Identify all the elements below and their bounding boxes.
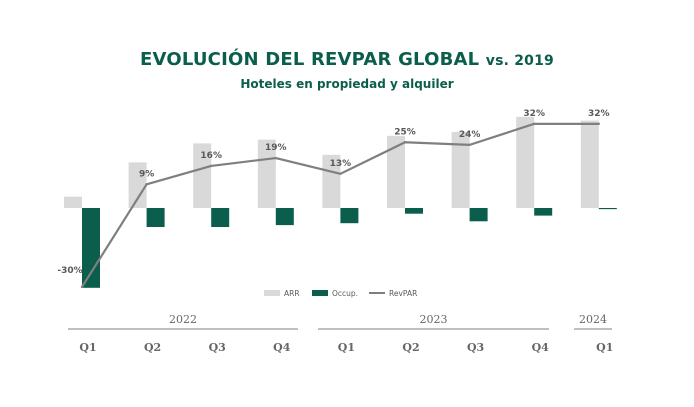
quarter-label-6: Q3	[467, 341, 484, 354]
data-label-2: 16%	[200, 151, 222, 161]
arr-bar-7	[516, 116, 535, 208]
revpar-point-4	[339, 172, 342, 176]
data-label-1: 9%	[139, 169, 154, 179]
revpar-point-1	[145, 183, 148, 186]
quarter-label-5: Q2	[402, 341, 419, 354]
arr-bar-4	[322, 154, 341, 208]
legend-swatch-0	[264, 290, 280, 296]
revpar-point-8	[597, 122, 600, 126]
quarter-label-2: Q3	[209, 341, 226, 354]
legend-label-2: RevPAR	[389, 289, 417, 298]
occ-bar-1	[146, 208, 165, 227]
arr-bar-5	[387, 135, 405, 208]
data-label-6: 24%	[459, 130, 481, 140]
arr-bar-8	[580, 120, 599, 208]
revpar-point-2	[210, 164, 213, 168]
legend-label-1: Occup.	[332, 289, 358, 298]
occ-bar-4	[340, 208, 359, 224]
quarter-label-0: Q1	[79, 341, 96, 354]
revpar-point-6	[468, 143, 471, 147]
data-label-3: 19%	[265, 143, 287, 153]
arr-bar-0	[64, 196, 82, 208]
quarter-label-1: Q2	[144, 341, 161, 354]
occ-bar-5	[405, 208, 423, 214]
legend-swatch-1	[312, 290, 328, 296]
quarter-label-3: Q4	[273, 341, 291, 354]
chart-subtitle: Hoteles en propiedad y alquiler	[240, 77, 454, 91]
revpar-point-0	[80, 285, 84, 289]
arr-bar-6	[451, 132, 470, 208]
year-label-2023: 2023	[420, 313, 448, 326]
chart-title: EVOLUCIÓN DEL REVPAR GLOBAL vs. 2019	[0, 49, 694, 70]
quarter-label-7: Q4	[532, 341, 550, 354]
data-label-5: 25%	[394, 127, 416, 137]
occ-bar-6	[469, 208, 488, 222]
data-label-7: 32%	[523, 109, 545, 119]
legend: ARR Occup. RevPAR	[264, 289, 417, 298]
revpar-point-5	[403, 141, 407, 144]
data-label-0: -30%	[57, 266, 82, 276]
quarter-label-8: Q1	[596, 341, 613, 354]
occ-bar-8	[598, 208, 617, 210]
arr-bar-1	[128, 162, 147, 208]
revpar-point-7	[533, 122, 536, 126]
arr-bar-3	[257, 139, 276, 208]
quarter-label-4: Q1	[338, 341, 355, 354]
occ-bar-3	[275, 208, 294, 226]
data-label-8: 32%	[588, 109, 610, 119]
title-suffix: vs. 2019	[485, 53, 554, 69]
occ-bar-7	[534, 208, 553, 216]
data-label-4: 13%	[330, 159, 352, 169]
year-label-2024: 2024	[579, 313, 607, 326]
occ-bar-2	[211, 208, 230, 227]
title-main: EVOLUCIÓN DEL REVPAR GLOBAL	[140, 49, 480, 70]
year-label-2022: 2022	[169, 313, 197, 326]
arr-bar-2	[193, 143, 212, 208]
revpar-point-3	[274, 156, 277, 160]
legend-label-0: ARR	[284, 289, 300, 298]
occ-bar-0	[82, 208, 100, 288]
